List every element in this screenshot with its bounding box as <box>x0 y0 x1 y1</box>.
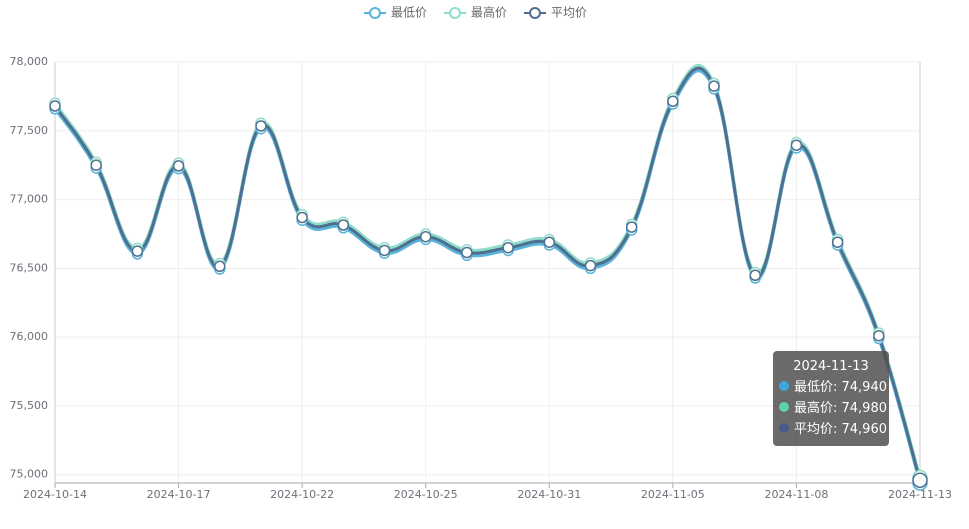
y-tick-label: 75,500 <box>10 399 49 412</box>
y-tick-label: 76,500 <box>10 261 49 274</box>
tooltip-text: 平均价: 74,960 <box>794 422 887 437</box>
tooltip-title: 2024-11-13 <box>793 359 869 374</box>
x-tick-label: 2024-10-22 <box>270 488 334 501</box>
point <box>337 219 350 231</box>
y-tick-label: 75,000 <box>10 468 49 481</box>
point <box>296 211 308 224</box>
point <box>255 120 267 132</box>
tooltip-row: 平均价: 74,960 <box>779 419 889 440</box>
point <box>873 330 885 342</box>
tooltip-dot <box>779 423 789 433</box>
tooltip-row: 最低价: 74,940 <box>779 377 889 398</box>
point <box>584 259 597 272</box>
tooltip: 2024-11-13 最低价: 74,940 最高价: 74,980 平均价: 74,… <box>773 351 889 446</box>
point <box>790 139 803 151</box>
x-tick-label: 2024-11-13 <box>888 488 952 501</box>
point <box>90 159 102 171</box>
legend-marker <box>369 7 381 19</box>
x-tick-label: 2024-11-05 <box>641 488 705 501</box>
point <box>708 80 720 92</box>
legend-label: 平均价 <box>551 6 587 20</box>
tooltip-dot <box>779 381 789 391</box>
point <box>502 241 514 254</box>
y-tick-label: 77,000 <box>10 193 49 206</box>
point <box>214 260 226 273</box>
y-tick-label: 76,000 <box>10 330 49 343</box>
legend-label: 最高价 <box>471 5 507 20</box>
x-tick-label: 2024-10-17 <box>147 488 211 501</box>
point <box>749 269 761 282</box>
point <box>131 245 144 257</box>
tooltip-text: 最高价: 74,980 <box>794 401 887 416</box>
point <box>378 244 391 257</box>
y-tick-label: 78,000 <box>10 55 49 68</box>
tooltip-row: 最高价: 74,980 <box>779 398 889 419</box>
legend-label: 最低价 <box>391 6 427 20</box>
point <box>461 246 473 259</box>
point <box>172 160 185 172</box>
point <box>625 221 638 233</box>
point <box>831 236 844 248</box>
x-tick-label: 2024-10-25 <box>394 488 458 501</box>
legend: 最低价 最高价 平均价 <box>364 5 587 20</box>
y-tick-label: 77,500 <box>10 124 49 137</box>
point <box>912 472 928 488</box>
point <box>419 230 432 243</box>
point <box>667 95 679 107</box>
x-tick-label: 2024-10-31 <box>517 488 581 501</box>
point <box>49 100 61 112</box>
tooltip-dot <box>779 402 789 412</box>
point <box>543 236 556 248</box>
legend-marker <box>529 7 541 19</box>
x-tick-label: 2024-10-14 <box>23 488 87 501</box>
tooltip-text: 最低价: 74,940 <box>794 380 887 395</box>
legend-marker <box>449 7 461 19</box>
x-tick-label: 2024-11-08 <box>764 488 828 501</box>
